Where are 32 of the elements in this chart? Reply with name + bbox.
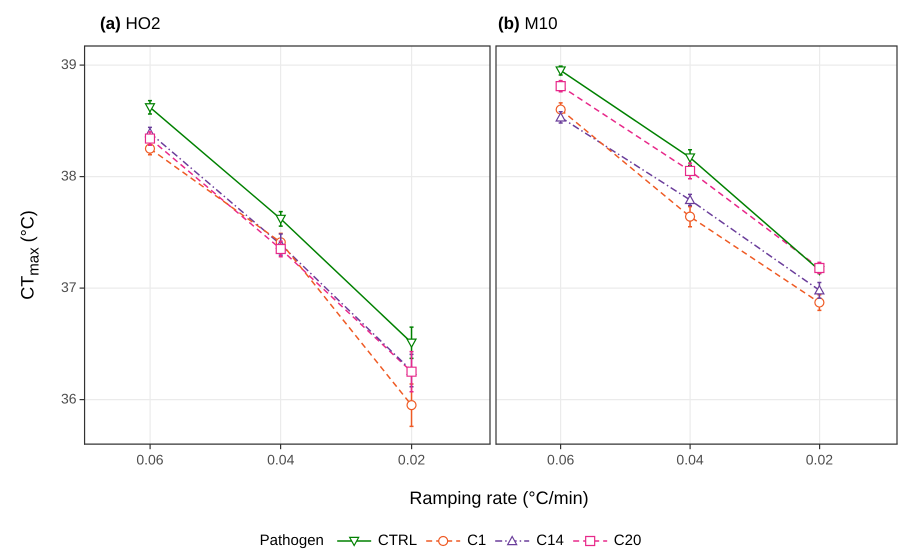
- x-tick-label: 0.02: [398, 451, 426, 468]
- legend-label: C20: [614, 532, 642, 549]
- y-tick-label: 36: [60, 390, 77, 406]
- x-tick-label: 0.04: [267, 451, 295, 468]
- point: [144, 103, 156, 112]
- point: [406, 338, 417, 348]
- point: [556, 112, 566, 122]
- point: [684, 212, 696, 222]
- point: [684, 153, 696, 163]
- x-tick-label: 0.02: [806, 451, 834, 468]
- chart-title: (a) HO2: [100, 14, 160, 33]
- point: [556, 81, 566, 92]
- x-axis-title: Ramping rate (°C/min): [409, 488, 589, 509]
- legend-label: CTRL: [378, 532, 418, 549]
- y-tick-label: 38: [60, 167, 77, 184]
- x-tick-label: 0.04: [676, 451, 704, 468]
- chart-title: (b) M10: [498, 14, 558, 33]
- legend-label: C14: [536, 532, 564, 549]
- point: [276, 244, 286, 254]
- y-tick-label: 39: [60, 56, 77, 72]
- point: [684, 194, 696, 204]
- point: [276, 214, 286, 224]
- x-tick-label: 0.06: [547, 451, 575, 468]
- point: [684, 166, 696, 176]
- point: [814, 285, 824, 294]
- point: [406, 400, 417, 410]
- x-tick-label: 0.06: [136, 451, 164, 468]
- legend-title: Pathogen: [260, 532, 324, 549]
- y-tick-label: 37: [60, 278, 77, 295]
- point: [556, 66, 566, 76]
- point: [814, 297, 824, 308]
- legend-label: C1: [467, 532, 486, 549]
